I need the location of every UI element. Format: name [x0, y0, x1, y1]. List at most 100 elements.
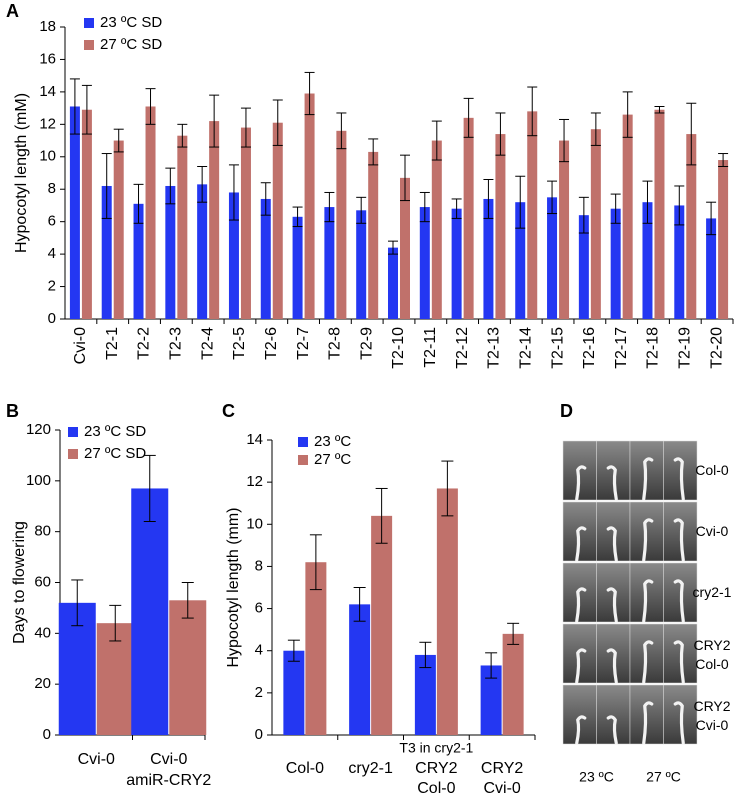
- y-tick-label: 40: [34, 624, 51, 641]
- row-label-line: Col-0: [695, 462, 729, 478]
- legend-swatch: [84, 40, 94, 50]
- error-bar: [706, 201, 717, 236]
- error-bar: [197, 166, 208, 203]
- column-label: 23 ºC: [579, 769, 614, 785]
- y-tick-label: 14: [39, 83, 56, 100]
- row-label-line: Cvi-0: [696, 523, 729, 539]
- bar: [177, 135, 188, 319]
- x-tick-label-line: CRY2: [481, 760, 523, 777]
- error-bar: [165, 167, 176, 205]
- photo-cell: [596, 623, 631, 684]
- error-bar: [356, 196, 367, 224]
- legend-label: 23 ºC SD: [100, 14, 162, 31]
- bar: [400, 177, 410, 319]
- y-tick-label: 8: [48, 180, 56, 197]
- seedling: [642, 701, 654, 745]
- bar: [305, 562, 327, 735]
- bar: [169, 600, 207, 735]
- error-bar: [547, 180, 558, 215]
- bar: [165, 185, 176, 319]
- error-bar: [686, 102, 697, 166]
- bar: [578, 215, 589, 319]
- bar: [356, 210, 367, 319]
- photo-cell: [596, 440, 631, 501]
- seedling: [673, 701, 685, 745]
- error-bar: [272, 99, 283, 146]
- error-bar: [674, 185, 685, 226]
- row-label: CRY2 Col-0: [693, 637, 730, 672]
- bar: [451, 208, 462, 319]
- bar: [431, 140, 442, 319]
- legend-label: 23 ºC: [314, 433, 351, 450]
- bar: [228, 192, 239, 319]
- error-bar: [642, 180, 653, 224]
- seedling: [606, 715, 618, 745]
- bar: [495, 134, 506, 319]
- x-tick-label: T2-11: [422, 327, 439, 368]
- bar: [240, 127, 251, 319]
- seedling: [642, 640, 654, 684]
- error-bar: [590, 112, 601, 146]
- row-label-line: cry2-1: [693, 584, 732, 600]
- x-tick-label: T2-16: [581, 327, 598, 369]
- bar: [324, 207, 335, 319]
- y-tick-label: 4: [48, 245, 56, 262]
- x-tick-label-line: cry2-1: [348, 760, 393, 777]
- x-tick-label: T2-6: [263, 327, 280, 360]
- error-bar: [109, 604, 122, 642]
- seedling: [642, 457, 654, 501]
- bar: [96, 623, 134, 735]
- y-axis-label: Hypocotyl length (mM): [13, 93, 30, 253]
- legend-swatch: [84, 18, 94, 28]
- photo-cell: [562, 440, 597, 501]
- bar: [527, 111, 538, 319]
- error-bar: [441, 460, 454, 517]
- bar: [590, 129, 601, 319]
- bar: [480, 665, 502, 735]
- x-tick-label: T2-14: [517, 327, 534, 369]
- seedling: [673, 579, 685, 623]
- x-tick-label-line: Cvi-0: [483, 780, 520, 797]
- row-label-line: Cvi-0: [696, 717, 729, 733]
- y-tick-label: 6: [48, 213, 56, 230]
- seedling: [606, 465, 618, 501]
- bar: [69, 106, 80, 319]
- error-bar: [515, 175, 526, 229]
- error-bar: [559, 118, 570, 163]
- error-bar: [143, 454, 156, 522]
- seedling: [673, 518, 685, 562]
- bar: [642, 202, 653, 319]
- legend-swatch: [298, 437, 308, 447]
- error-bar: [336, 112, 347, 150]
- error-bar: [610, 193, 621, 224]
- error-bar: [578, 196, 589, 234]
- row-label: cry2-1: [693, 584, 732, 600]
- error-bar: [718, 153, 729, 168]
- bar: [368, 151, 379, 319]
- y-tick-label: 0: [255, 726, 263, 743]
- seedling: [642, 579, 654, 623]
- error-bar: [507, 622, 520, 645]
- row-label-line: Col-0: [695, 656, 729, 672]
- y-tick-label: 8: [255, 557, 263, 574]
- error-bar: [145, 88, 156, 125]
- error-bar: [113, 128, 124, 153]
- legend-label: 27 ºC SD: [84, 445, 146, 462]
- x-tick-label: T2-10: [390, 327, 407, 369]
- error-bar: [368, 138, 379, 166]
- photo-cell: [596, 684, 631, 745]
- x-tick-label: T2-13: [486, 327, 503, 369]
- x-tick-label: Cvi-0: [72, 327, 89, 364]
- error-bar: [495, 112, 506, 156]
- error-bar: [400, 154, 410, 202]
- error-bar: [260, 182, 271, 216]
- y-tick-label: 14: [246, 431, 263, 448]
- error-bar: [622, 91, 633, 138]
- legend-swatch: [68, 449, 78, 459]
- bar: [674, 205, 685, 319]
- bar: [515, 202, 526, 319]
- bar: [131, 488, 169, 735]
- y-tick-label: 4: [255, 642, 263, 659]
- column-label: 27 ºC: [646, 769, 681, 785]
- seedling: [606, 526, 618, 562]
